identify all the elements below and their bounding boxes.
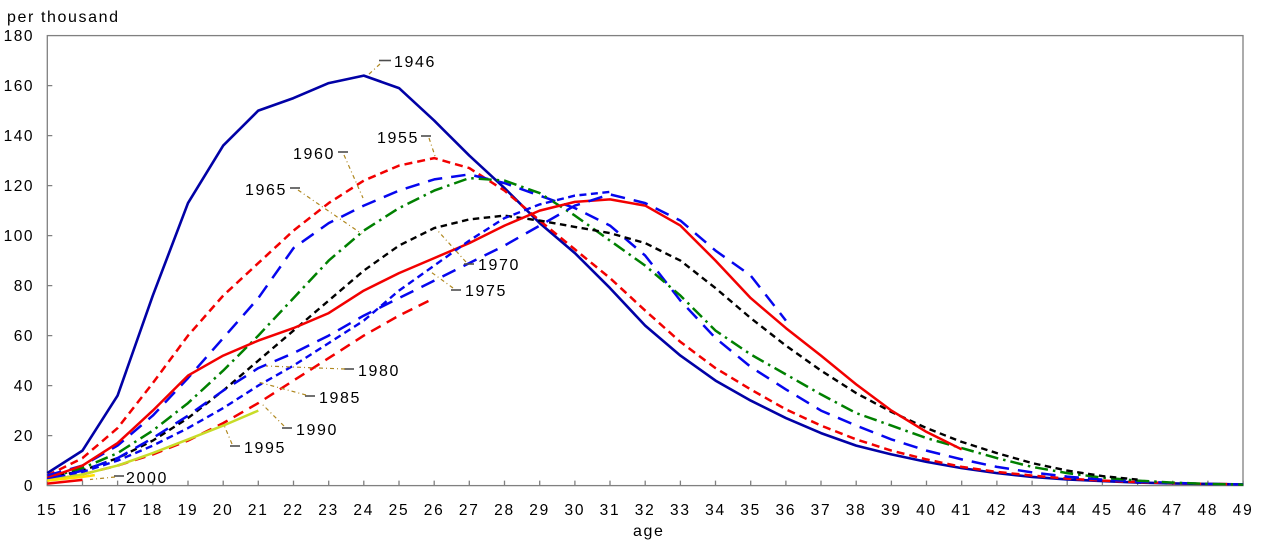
svg-text:1975: 1975 (465, 283, 507, 300)
svg-text:80: 80 (14, 278, 34, 295)
svg-text:27: 27 (459, 502, 480, 519)
svg-text:18: 18 (142, 502, 163, 519)
svg-text:140: 140 (4, 128, 34, 145)
svg-text:1946: 1946 (394, 54, 436, 71)
svg-text:42: 42 (986, 502, 1007, 519)
svg-text:1965: 1965 (245, 182, 287, 199)
svg-text:1995: 1995 (244, 440, 286, 457)
svg-text:100: 100 (4, 228, 34, 245)
svg-text:1985: 1985 (319, 390, 361, 407)
svg-text:180: 180 (4, 28, 34, 45)
svg-text:40: 40 (916, 502, 937, 519)
svg-text:1960: 1960 (293, 146, 335, 163)
svg-text:34: 34 (705, 502, 726, 519)
svg-text:30: 30 (564, 502, 585, 519)
svg-text:43: 43 (1022, 502, 1043, 519)
svg-text:1990: 1990 (296, 422, 338, 439)
svg-text:28: 28 (494, 502, 515, 519)
svg-text:47: 47 (1162, 502, 1183, 519)
svg-text:120: 120 (4, 178, 34, 195)
svg-text:20: 20 (14, 428, 34, 445)
svg-text:1970: 1970 (478, 257, 520, 274)
svg-text:15: 15 (37, 502, 58, 519)
svg-text:19: 19 (178, 502, 199, 519)
svg-text:age: age (633, 523, 665, 540)
svg-text:37: 37 (811, 502, 832, 519)
svg-text:41: 41 (951, 502, 972, 519)
svg-text:2000: 2000 (126, 470, 168, 487)
svg-text:24: 24 (353, 502, 374, 519)
svg-text:39: 39 (881, 502, 902, 519)
svg-text:60: 60 (14, 328, 34, 345)
svg-text:44: 44 (1057, 502, 1078, 519)
svg-text:17: 17 (107, 502, 128, 519)
svg-text:20: 20 (213, 502, 234, 519)
svg-text:29: 29 (529, 502, 550, 519)
svg-text:36: 36 (775, 502, 796, 519)
svg-text:16: 16 (72, 502, 93, 519)
svg-text:38: 38 (846, 502, 867, 519)
svg-text:26: 26 (424, 502, 445, 519)
svg-text:1980: 1980 (358, 363, 400, 380)
svg-text:0: 0 (24, 478, 34, 495)
svg-text:45: 45 (1092, 502, 1113, 519)
svg-text:22: 22 (283, 502, 304, 519)
svg-text:49: 49 (1233, 502, 1254, 519)
svg-text:31: 31 (600, 502, 621, 519)
svg-text:23: 23 (318, 502, 339, 519)
svg-text:per thousand: per thousand (7, 9, 120, 26)
svg-text:40: 40 (14, 378, 34, 395)
svg-text:25: 25 (389, 502, 410, 519)
svg-text:33: 33 (670, 502, 691, 519)
svg-text:35: 35 (740, 502, 761, 519)
svg-text:32: 32 (635, 502, 656, 519)
svg-text:48: 48 (1197, 502, 1218, 519)
svg-text:1955: 1955 (377, 130, 419, 147)
svg-text:21: 21 (248, 502, 269, 519)
svg-text:46: 46 (1127, 502, 1148, 519)
svg-text:160: 160 (4, 78, 34, 95)
